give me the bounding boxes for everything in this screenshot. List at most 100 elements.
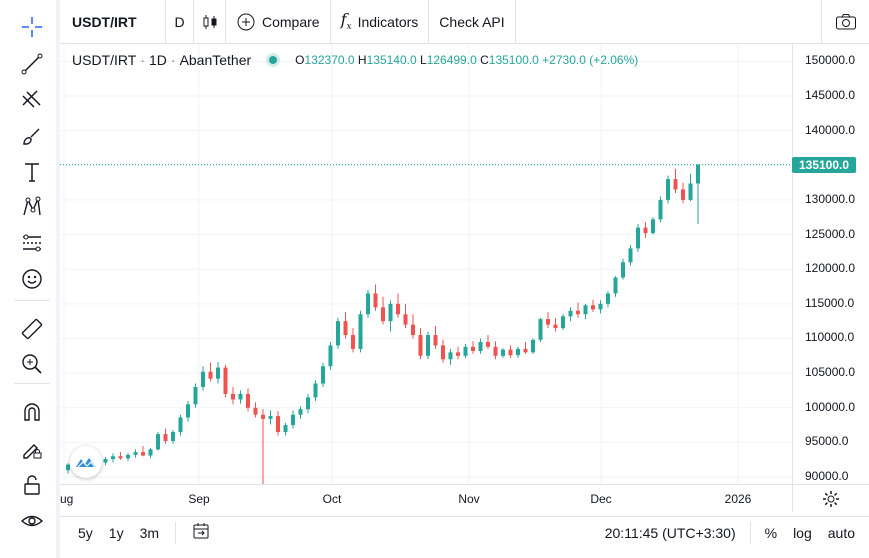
candle-body bbox=[343, 321, 348, 336]
candle-body bbox=[411, 324, 415, 336]
candle-body bbox=[613, 277, 618, 294]
price-tick-label: 90000.0 bbox=[805, 469, 849, 484]
indicators-button[interactable]: fx Indicators bbox=[331, 0, 430, 44]
candle-body bbox=[186, 404, 190, 418]
candle-body bbox=[606, 293, 610, 304]
trend-line-tool[interactable] bbox=[18, 50, 46, 78]
chart-settings-button[interactable] bbox=[792, 484, 869, 512]
interval-button[interactable]: D bbox=[166, 0, 194, 44]
chart-type-button[interactable] bbox=[194, 0, 226, 44]
candle-body bbox=[403, 314, 408, 325]
time-tick-label: ug bbox=[60, 492, 74, 506]
candle-body bbox=[508, 349, 513, 356]
price-tick-label: 115000.0 bbox=[805, 295, 855, 310]
brush-icon bbox=[23, 128, 40, 145]
auto-scale-toggle[interactable]: auto bbox=[827, 524, 855, 541]
ruler-tool[interactable] bbox=[18, 315, 46, 343]
emoji-tool[interactable] bbox=[18, 265, 46, 293]
price-tick-label: 105000.0 bbox=[805, 365, 856, 380]
range-button-1y[interactable]: 1y bbox=[108, 524, 124, 541]
gear-icon bbox=[823, 490, 839, 507]
candle-body bbox=[261, 414, 265, 419]
pattern-tool[interactable] bbox=[18, 193, 46, 221]
price-tick-label: 130000.0 bbox=[805, 191, 856, 206]
fib-icon bbox=[22, 90, 41, 108]
candle-body bbox=[148, 449, 153, 456]
log-scale-toggle[interactable]: log bbox=[793, 524, 812, 541]
candle-body bbox=[223, 367, 228, 394]
fx-icon: fx bbox=[340, 10, 352, 33]
lock-tool[interactable] bbox=[18, 471, 46, 499]
go-to-date-button[interactable] bbox=[184, 522, 218, 543]
abantether-logo[interactable] bbox=[70, 446, 102, 478]
magnet-icon bbox=[24, 403, 40, 421]
screenshot-button[interactable] bbox=[821, 0, 869, 44]
candle-body bbox=[628, 248, 633, 263]
legend-interval: 1D bbox=[148, 52, 167, 68]
time-tick-label: 2026 bbox=[724, 492, 752, 506]
candle-body bbox=[321, 366, 325, 384]
candle-body bbox=[538, 319, 543, 340]
ruler-icon bbox=[21, 318, 43, 340]
candle-body bbox=[253, 407, 258, 415]
check-api-button[interactable]: Check API bbox=[429, 0, 516, 44]
zoom-in-tool[interactable] bbox=[18, 350, 46, 378]
candle-body bbox=[291, 414, 295, 426]
forecast-tool[interactable] bbox=[18, 229, 46, 257]
symbol-search-button[interactable]: USDT/IRT bbox=[60, 0, 166, 44]
price-tick-label: 120000.0 bbox=[805, 261, 856, 276]
price-tick-label: 110000.0 bbox=[805, 330, 855, 345]
candle-body bbox=[351, 335, 355, 349]
percent-scale-toggle[interactable]: % bbox=[764, 524, 778, 541]
candle-body bbox=[133, 452, 138, 455]
candle-body bbox=[208, 371, 213, 379]
candle-body bbox=[523, 348, 528, 353]
candle-body bbox=[688, 183, 693, 200]
eye-tool[interactable] bbox=[18, 507, 46, 535]
legend-close: 135100.0 bbox=[488, 53, 539, 67]
candle-body bbox=[591, 305, 595, 310]
price-chart[interactable] bbox=[60, 44, 792, 484]
time-tick-label: Nov bbox=[458, 492, 480, 506]
timezone-clock[interactable]: 20:11:45 (UTC+3:30) bbox=[604, 524, 736, 541]
candle-body bbox=[246, 393, 250, 408]
candle-body bbox=[276, 416, 280, 433]
candle-body bbox=[576, 310, 580, 315]
compare-button[interactable]: Compare bbox=[226, 0, 331, 44]
forecast-icon bbox=[23, 234, 41, 252]
indicators-label: Indicators bbox=[357, 13, 419, 30]
price-tick-label: 150000.0 bbox=[805, 53, 856, 68]
candle-body bbox=[306, 397, 310, 410]
pattern-icon bbox=[23, 196, 41, 216]
candle-body bbox=[201, 371, 205, 387]
candle-body bbox=[396, 303, 400, 315]
price-axis[interactable]: 150000.0145000.0140000.0135000.0130000.0… bbox=[792, 44, 869, 484]
emoji-icon bbox=[22, 269, 42, 289]
top-toolbar: USDT/IRT D Compare fx Indicators Check A… bbox=[60, 0, 869, 44]
text-tool[interactable] bbox=[18, 158, 46, 186]
candle-body bbox=[598, 303, 603, 310]
candle-body bbox=[103, 459, 108, 463]
brush-tool[interactable] bbox=[18, 122, 46, 150]
chart-legend: USDT/IRT · 1D · AbanTether O132370.0 H13… bbox=[72, 52, 638, 68]
lock-drawing-tool[interactable] bbox=[18, 435, 46, 463]
price-tick-label: 145000.0 bbox=[805, 87, 856, 102]
candle-body bbox=[66, 464, 70, 471]
candle-body bbox=[298, 409, 303, 415]
time-axis[interactable]: ug Sep Oct Nov Dec 2026 bbox=[60, 484, 792, 512]
lock-drawing-icon bbox=[23, 444, 42, 459]
market-status-dot[interactable] bbox=[269, 56, 278, 64]
camera-icon bbox=[835, 13, 856, 29]
time-tick-label: Oct bbox=[322, 492, 342, 506]
legend-exchange: AbanTether bbox=[179, 52, 252, 68]
toolbar-separator bbox=[14, 300, 50, 301]
fib-tool[interactable] bbox=[18, 86, 46, 114]
legend-close-label: C bbox=[480, 53, 489, 67]
candle-body bbox=[433, 335, 438, 346]
range-button-3m[interactable]: 3m bbox=[139, 524, 160, 541]
range-button-5y[interactable]: 5y bbox=[78, 524, 93, 541]
candle-body bbox=[651, 219, 655, 234]
magnet-tool[interactable] bbox=[18, 398, 46, 426]
candle-body bbox=[366, 293, 370, 315]
crosshair-tool[interactable] bbox=[18, 13, 46, 41]
